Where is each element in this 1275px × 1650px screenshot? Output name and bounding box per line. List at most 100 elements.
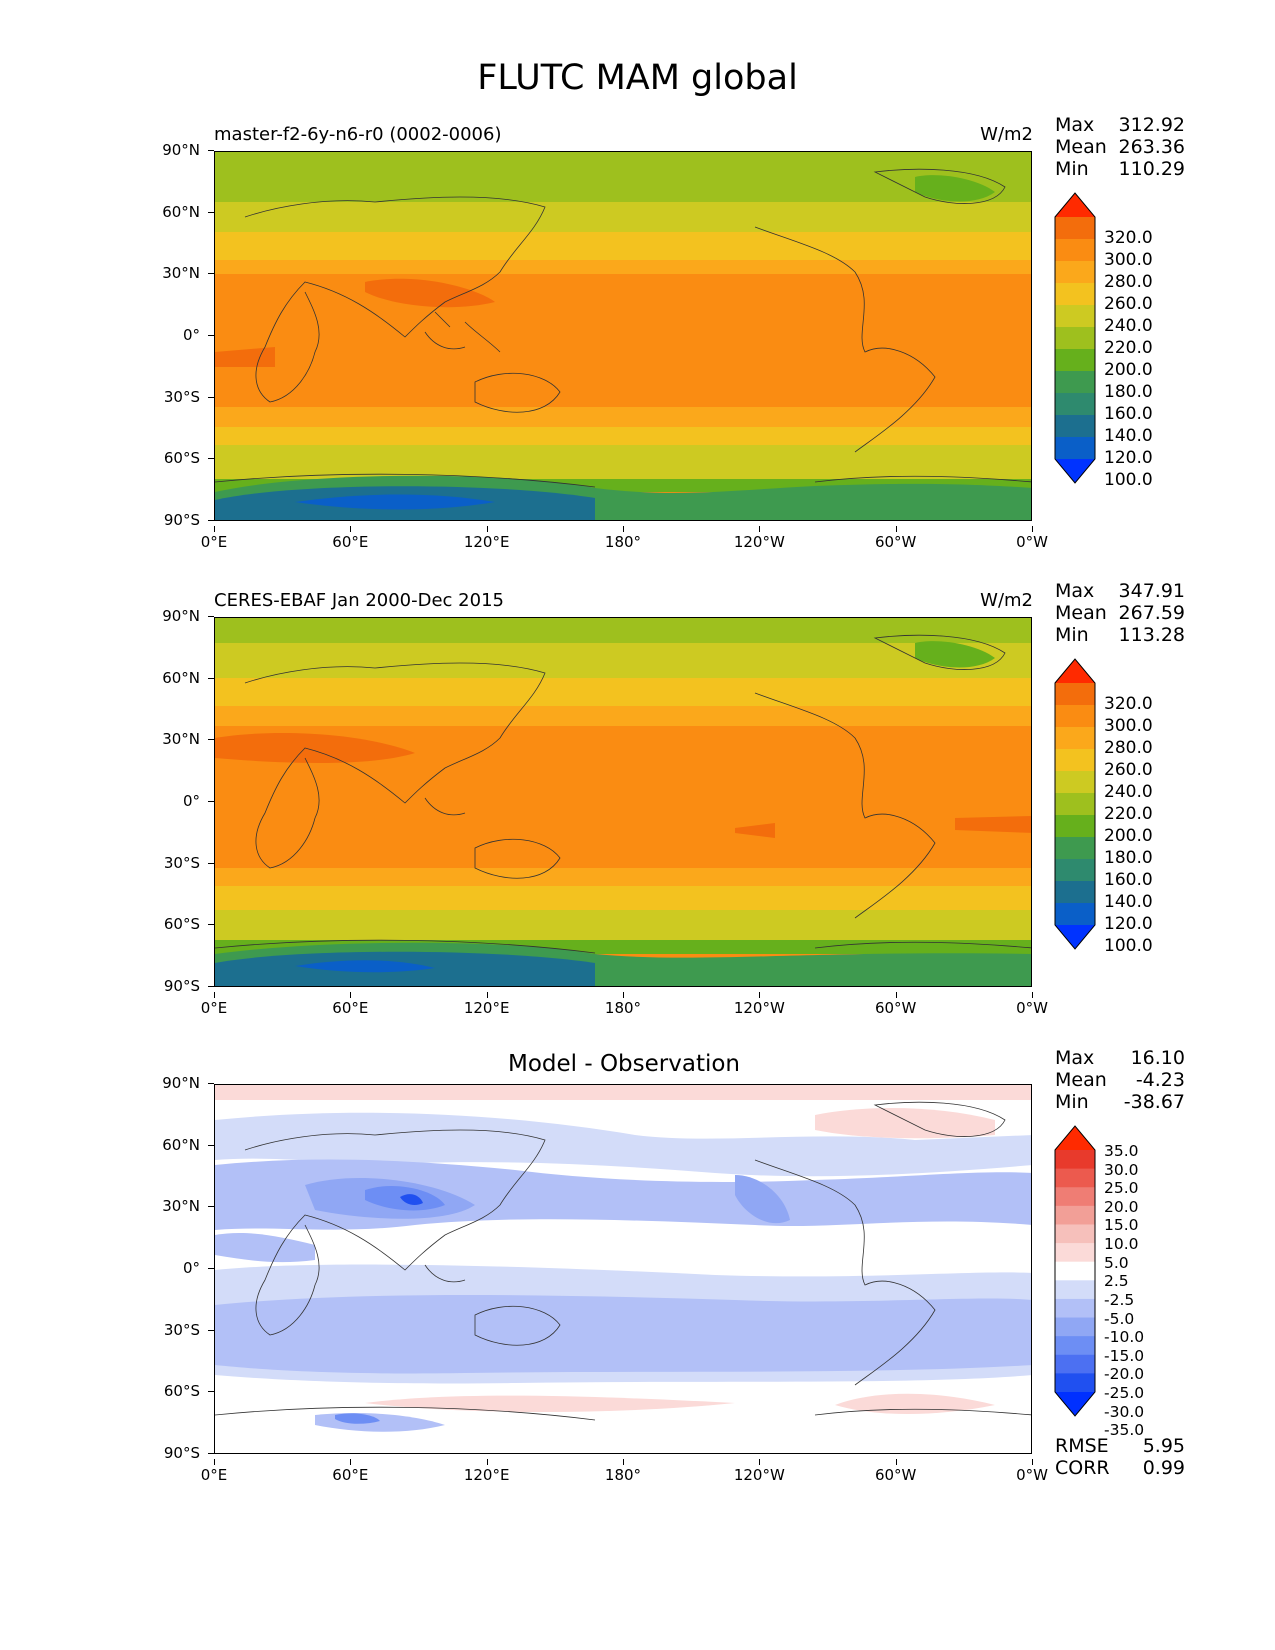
y-tick-label: 30°N (150, 264, 214, 282)
x-tick-label: 60°E (310, 992, 390, 1017)
colorbar-label: -20.0 (1104, 1365, 1145, 1384)
colorbar-segment (1055, 881, 1095, 904)
colorbar-label: 200.0 (1104, 826, 1153, 846)
colorbar-label: 180.0 (1104, 848, 1153, 868)
colorbar-segment (1055, 1298, 1095, 1319)
colorbar-segment (1055, 1224, 1095, 1244)
colorbar-segment (1055, 1261, 1095, 1281)
x-tick-label: 60°E (310, 526, 390, 551)
y-tick-label: 60°S (150, 915, 214, 933)
colorbar-extend-min (1055, 1392, 1095, 1416)
stat-min: Min 113.28 (1055, 624, 1185, 646)
colorbar-segment (1055, 1150, 1095, 1170)
colorbar-label: 20.0 (1104, 1197, 1139, 1216)
colorbar-segment (1055, 1187, 1095, 1207)
colorbar-segment (1055, 1336, 1095, 1356)
x-tick-label: 120°W (719, 1459, 799, 1484)
colorbar (1054, 1125, 1096, 1417)
x-tick-label: 0°E (174, 526, 254, 551)
colorbar (1054, 658, 1096, 950)
x-tick-label: 120°W (719, 992, 799, 1017)
model-units: W/m2 (980, 124, 1033, 145)
obs-map (214, 617, 1032, 987)
colorbar-label: -10.0 (1104, 1328, 1145, 1347)
colorbar-label: 300.0 (1104, 716, 1153, 736)
colorbar-label: 280.0 (1104, 738, 1153, 758)
y-tick-label: 90°N (150, 141, 214, 159)
y-tick-label: 30°N (150, 1197, 214, 1215)
y-tick-label: 30°N (150, 730, 214, 748)
colorbar-segment (1055, 217, 1095, 240)
colorbar-label: 160.0 (1104, 404, 1153, 424)
colorbar-label: 220.0 (1104, 338, 1153, 358)
diff-panel: Model - Observation (0, 1047, 1275, 1484)
colorbar-segment (1055, 837, 1095, 860)
diff-panel-title: Model - Observation (507, 1051, 741, 1077)
colorbar-segment (1055, 393, 1095, 416)
colorbar-extend-max (1055, 1126, 1095, 1150)
stat-max: Max 16.10 (1055, 1047, 1185, 1069)
colorbar-label: -5.0 (1104, 1309, 1135, 1328)
y-tick-label: 90°S (150, 977, 214, 995)
colorbar-label: 35.0 (1104, 1142, 1139, 1160)
colorbar-label: -35.0 (1104, 1421, 1145, 1440)
colorbar-segment (1055, 1168, 1095, 1188)
x-tick-label: 0°W (992, 992, 1072, 1017)
x-tick-label: 180° (583, 1459, 663, 1484)
colorbar-segment (1055, 749, 1095, 772)
colorbar-label: -15.0 (1104, 1346, 1145, 1365)
colorbar-label: 320.0 (1104, 694, 1153, 714)
colorbar-segment (1055, 239, 1095, 262)
model-panel: master-f2-6y-n6-r0 (0002-0006) W/m2 (0, 114, 1275, 551)
x-tick-label: 180° (583, 992, 663, 1017)
colorbar-segment (1055, 1280, 1095, 1300)
colorbar-segment (1055, 1243, 1095, 1263)
colorbar-label: 320.0 (1104, 228, 1153, 248)
stat-max: Max 347.91 (1055, 580, 1185, 602)
colorbar-segment (1055, 903, 1095, 926)
x-tick-label: 120°E (447, 526, 527, 551)
y-tick-label: 60°N (150, 203, 214, 221)
figure-title: FLUTC MAM global (477, 58, 798, 98)
colorbar-segment (1055, 1373, 1095, 1393)
colorbar-label: 180.0 (1104, 382, 1153, 402)
diff-stats: Max 16.10 Mean -4.23 Min -38.67 (1055, 1047, 1185, 1113)
colorbar-segment (1055, 327, 1095, 350)
y-tick-label: 30°S (150, 388, 214, 406)
x-tick-label: 120°E (447, 992, 527, 1017)
diff-map (214, 1084, 1032, 1454)
colorbar-segment (1055, 371, 1095, 394)
x-tick-label: 60°W (856, 526, 936, 551)
colorbar-segment (1055, 683, 1095, 706)
colorbar-label: 280.0 (1104, 272, 1153, 292)
colorbar-segment (1055, 283, 1095, 306)
colorbar-label: 260.0 (1104, 760, 1153, 780)
colorbar-label: 25.0 (1104, 1179, 1139, 1198)
metric-corr: CORR 0.99 (1055, 1457, 1185, 1479)
colorbar-segment (1055, 437, 1095, 460)
colorbar-label: 260.0 (1104, 294, 1153, 314)
y-tick-label: 90°N (150, 1074, 214, 1092)
colorbar-label: 5.0 (1104, 1253, 1129, 1272)
x-tick-label: 60°W (856, 992, 936, 1017)
stat-mean: Mean -4.23 (1055, 1069, 1185, 1091)
colorbar-label: 240.0 (1104, 782, 1153, 802)
colorbar-label: 140.0 (1104, 426, 1153, 446)
colorbar-label: 140.0 (1104, 892, 1153, 912)
y-tick-label: 60°N (150, 669, 214, 687)
colorbar-label: 200.0 (1104, 360, 1153, 380)
y-tick-label: 90°N (150, 607, 214, 625)
colorbar-label: 300.0 (1104, 250, 1153, 270)
y-tick-label: 0° (150, 792, 214, 810)
x-tick-label: 60°W (856, 1459, 936, 1484)
y-tick-label: 90°S (150, 1444, 214, 1462)
colorbar (1054, 192, 1096, 484)
obs-units: W/m2 (980, 590, 1033, 611)
colorbar-label: 100.0 (1104, 936, 1153, 956)
colorbar-label: -25.0 (1104, 1384, 1145, 1402)
stat-min: Min 110.29 (1055, 158, 1185, 180)
y-tick-label: 90°S (150, 511, 214, 529)
colorbar-segment (1055, 1205, 1095, 1225)
colorbar-segment (1055, 305, 1095, 328)
colorbar-segment (1055, 261, 1095, 284)
